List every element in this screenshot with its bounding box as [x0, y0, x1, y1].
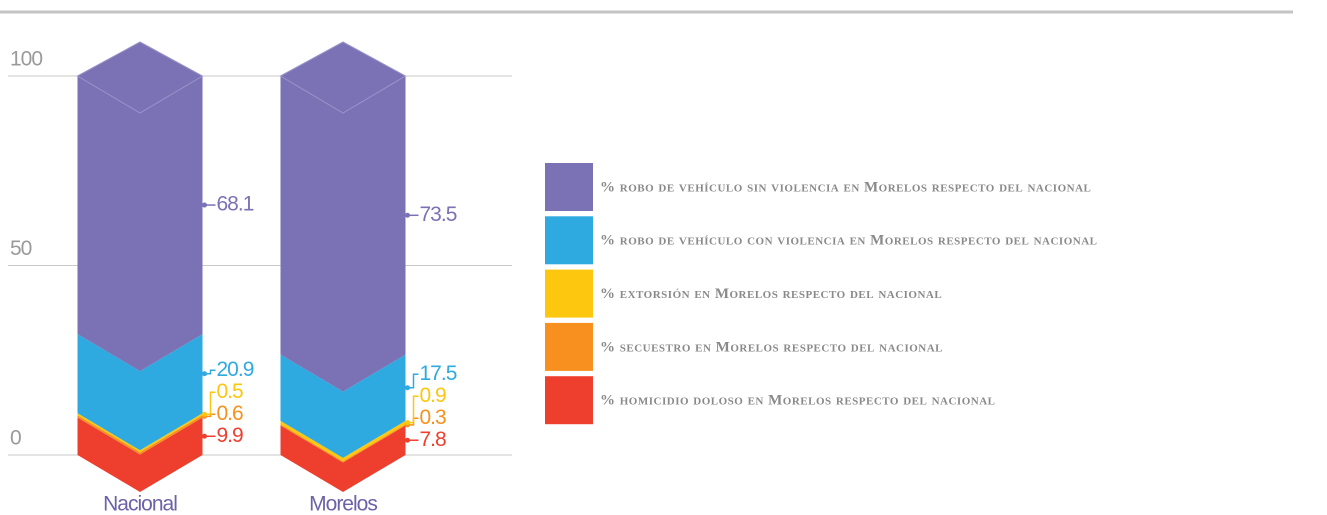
label-connector [407, 395, 419, 424]
data-label: 68.1 [217, 193, 254, 216]
data-label: 0.3 [420, 406, 447, 429]
label-connector [204, 391, 216, 416]
legend-label: % robo de vehículo sin violencia en More… [600, 179, 1091, 195]
data-label: 73.5 [420, 203, 457, 226]
bar-segment [280, 76, 406, 392]
y-tick-label: 0 [10, 427, 21, 450]
bar-cap [279, 41, 407, 114]
y-tick-label: 100 [10, 48, 42, 71]
legend-label: % secuestro en Morelos respecto del naci… [600, 339, 943, 355]
data-label: 17.5 [420, 362, 457, 385]
bar-segment [77, 334, 203, 451]
legend-swatch [545, 163, 593, 211]
legend-swatch [545, 216, 593, 265]
bar-cap [76, 41, 204, 114]
legend-swatch [545, 376, 593, 425]
bar-segment [280, 354, 406, 458]
x-tick-label: Nacional [103, 493, 177, 515]
bar-segment [77, 417, 203, 492]
y-tick-label: 50 [10, 237, 32, 260]
legend-label: % homicidio doloso en Morelos respecto d… [600, 393, 996, 409]
label-connector [204, 413, 216, 418]
data-label: 0.9 [420, 384, 447, 407]
data-label: 0.5 [217, 380, 244, 403]
bar-segment [77, 76, 203, 372]
data-label: 9.9 [217, 424, 244, 447]
data-label: 0.6 [217, 402, 244, 425]
label-connector [204, 369, 216, 375]
x-tick-label: Morelos [309, 493, 377, 515]
legend-label: % robo de vehículo con violencia en More… [600, 233, 1097, 249]
data-label: 20.9 [217, 358, 254, 381]
legend-swatch [545, 269, 593, 318]
bar-segment [280, 425, 406, 492]
label-connector [407, 373, 419, 389]
legend-swatch [545, 322, 593, 371]
data-label: 7.8 [420, 428, 447, 451]
legend-label: % extorsión en Morelos respecto del naci… [600, 286, 942, 302]
